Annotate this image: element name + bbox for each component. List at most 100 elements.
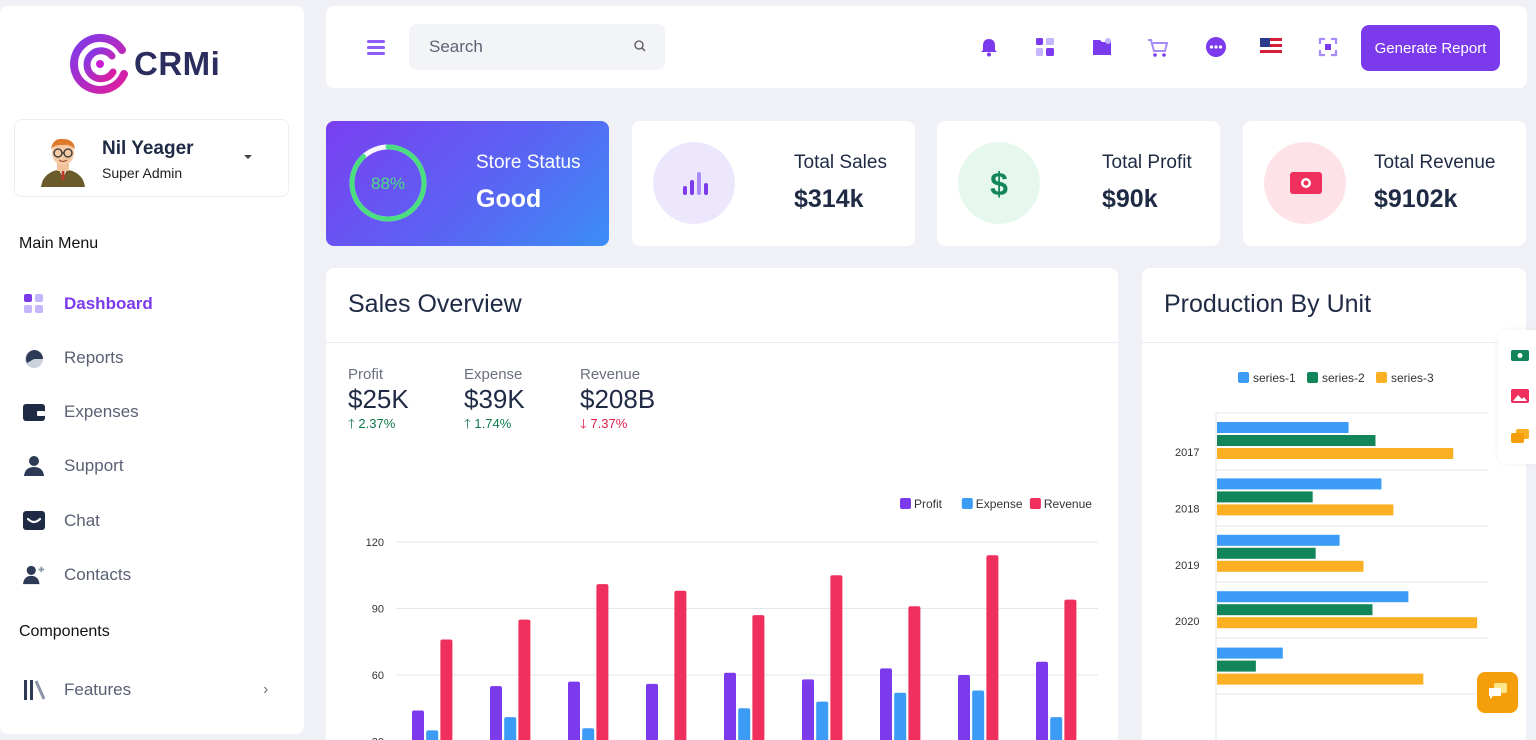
kpi-value: $39K [464,384,525,414]
bar-revenue [596,584,609,740]
folder-icon[interactable] [1091,36,1113,58]
brand-logo[interactable]: CRMi [68,30,220,98]
bar-series-1 [1217,422,1349,433]
bar-expense [1050,717,1063,740]
sidebar-item-reports[interactable]: Reports [0,338,300,378]
bar-series-3 [1217,617,1478,629]
divider [1142,342,1526,343]
apps-icon[interactable] [1034,36,1056,58]
legend-swatch [1376,372,1387,383]
kpi-value: $208B [580,384,656,414]
total-sales-value: $314k [794,185,864,213]
chat-fab-button[interactable] [1477,672,1518,713]
kpi-delta: 1.74% [474,416,512,431]
bar-expense [504,717,517,740]
search-input[interactable] [429,24,629,70]
sidebar-item-label: Support [64,456,124,475]
bar-revenue [440,639,453,740]
bar-revenue [986,555,999,740]
sidebar-item-contacts[interactable]: Contacts [0,555,300,595]
brand-name: CRMi [134,45,221,82]
legend-swatch [1307,372,1318,383]
cart-icon[interactable] [1147,36,1169,58]
bar-series-2 [1217,660,1256,672]
bar-profit [646,683,658,740]
messages-icon[interactable] [1205,36,1227,58]
money-icon [1264,142,1346,224]
crmi-logo-icon [70,33,128,94]
legend-swatch [1029,498,1041,509]
bar-series-2 [1217,435,1376,446]
kpi-label: Expense [464,366,523,383]
store-status-progress: 88% [349,144,427,222]
sidebar-item-label: Chat [64,511,100,530]
bar-series-3 [1217,560,1364,572]
svg-text:$: $ [990,166,1008,202]
fullscreen-icon[interactable] [1317,36,1339,58]
total-revenue-title: Total Revenue [1374,152,1496,173]
store-status-percent: 88% [371,174,405,193]
kpi-label: Profit [348,366,384,383]
bar-profit [1036,661,1048,740]
add-contact-icon [23,565,45,585]
total-profit-card[interactable]: $ Total Profit $90k [937,121,1220,246]
bar-series-1 [1217,591,1409,603]
cards-icon[interactable] [1510,428,1530,444]
bell-icon[interactable] [978,36,1000,58]
total-revenue-value: $9102k [1374,185,1458,213]
bar-expense [738,708,751,740]
components-heading: Components [19,623,110,640]
kpi-delta: 2.37% [358,416,396,431]
kpi-profit: Profit $25K 🡑 2.37% [348,366,409,437]
y-tick-label: 2020 [1175,616,1199,628]
bar-series-2 [1217,547,1316,559]
cash-icon[interactable] [1510,347,1530,363]
chevron-down-icon[interactable] [244,155,252,159]
total-sales-title: Total Sales [794,152,887,173]
legend-label: Profit [914,497,943,511]
y-tick-label: 30 [372,737,384,740]
us-flag-icon[interactable] [1260,36,1282,58]
sidebar-item-support[interactable]: Support [0,446,300,486]
image-icon[interactable] [1510,388,1530,404]
chat-icon [23,511,45,530]
arrow-up-icon: 🡑 [464,416,471,431]
generate-report-button[interactable]: Generate Report [1361,25,1500,71]
search-box [409,24,665,70]
store-status-card[interactable]: 88% Store Status Good [326,121,609,246]
arrow-up-icon: 🡑 [348,416,355,431]
bar-series-3 [1217,448,1454,459]
dollar-icon: $ [958,142,1040,224]
sidebar-item-chat[interactable]: Chat [0,501,300,541]
store-status-title: Store Status [476,152,581,173]
total-revenue-card[interactable]: Total Revenue $9102k [1243,121,1526,246]
bar-series-3 [1217,504,1394,516]
bar-profit [802,679,814,740]
topbar: Generate Report [326,6,1527,88]
bar-series-1 [1217,478,1382,490]
divider [326,342,1118,343]
total-sales-card[interactable]: Total Sales $314k [632,121,915,246]
legend-label: series-2 [1322,371,1365,385]
production-title: Production By Unit [1164,290,1372,318]
arrow-down-icon: 🡓 [580,416,587,431]
sidebar-item-dashboard[interactable]: Dashboard [0,284,300,324]
profile-name: Nil Yeager [102,138,194,159]
profile-role: Super Admin [102,165,183,181]
user-profile-card[interactable]: Nil Yeager Super Admin [14,119,289,197]
chat-bubble-icon [1488,683,1507,699]
avatar [41,138,85,187]
hamburger-menu-icon[interactable] [367,40,385,55]
bar-series-2 [1217,491,1313,503]
bar-revenue [1064,599,1077,740]
bar-profit [724,672,736,740]
bar-profit [490,686,502,740]
sidebar-item-label: Features [64,680,132,699]
sidebar-item-features[interactable]: Features › [0,670,300,710]
kpi-revenue: Revenue $208B 🡓 7.37% [580,366,655,437]
bar-series-1 [1217,534,1340,546]
sidebar-item-expenses[interactable]: Expenses [0,392,300,432]
y-tick-label: 60 [372,670,384,682]
bar-chart-icon [653,142,735,224]
search-icon[interactable] [634,40,646,52]
